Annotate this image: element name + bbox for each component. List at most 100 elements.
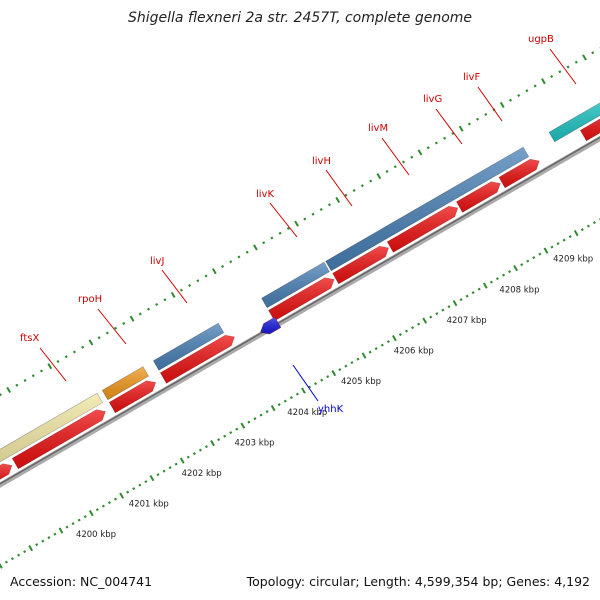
leader-line-livK: [269, 202, 298, 238]
gene-label-rpoH: rpoH: [78, 294, 102, 305]
outer-tick: [72, 350, 76, 354]
gene-bar-ftsX-shade: [0, 393, 103, 462]
scale-tick: [0, 562, 3, 569]
gene-label-ftsX: ftsX: [20, 333, 39, 344]
scale-tick: [526, 259, 530, 263]
scale-tick: [356, 357, 360, 361]
scale-tick: [253, 417, 257, 421]
scale-tick: [374, 347, 378, 351]
gene-bar-ugpB-shade: [549, 102, 600, 142]
outer-tick: [352, 188, 356, 192]
outer-tick: [558, 70, 562, 74]
outer-tick: [15, 383, 19, 387]
scale-tick: [435, 312, 439, 316]
gene-label-livK: livK: [256, 189, 274, 200]
backbone-line: [0, 135, 600, 488]
scale-tick: [119, 492, 124, 499]
scale-tick: [392, 335, 397, 342]
outer-tick: [508, 98, 512, 102]
cds-arrow-livJ-shade: [160, 335, 235, 384]
outer-tick: [122, 321, 126, 325]
scale-tick: [543, 247, 549, 254]
outer-tick: [410, 155, 414, 159]
scale-tick: [235, 427, 239, 431]
scale-tick: [132, 487, 136, 491]
scale-tick: [259, 413, 263, 417]
scale-tick: [35, 543, 39, 547]
outer-tick: [566, 65, 570, 69]
outer-tick: [311, 212, 315, 216]
label-layer: ftsX rpoH livJ livK livH livM livG livF ugpB yhhK: [20, 34, 577, 415]
scale-tick: [149, 475, 155, 482]
map-title: Shigella flexneri 2a str. 2457T, complet…: [127, 10, 473, 26]
cds-arrow-ftsX-shade: [0, 463, 12, 480]
tick-layer: 4200 kbp 4201 kbp 4202 kbp 4203 kbp 4204 kbp…: [0, 47, 600, 569]
scale-tick: [101, 504, 105, 508]
scale-tick-label: 4204 kbp: [287, 408, 327, 418]
leader-line-livM: [381, 137, 410, 176]
outer-tick: [443, 136, 447, 140]
scale-tick: [95, 508, 99, 512]
scale-tick: [277, 403, 281, 407]
backbone-layer: [0, 135, 600, 488]
scale-tick: [10, 557, 14, 561]
scale-tick: [482, 282, 488, 289]
scale-tick: [452, 300, 458, 307]
scale-tick: [162, 469, 166, 473]
scale-tick: [556, 242, 560, 246]
leader-line-livJ: [161, 269, 188, 304]
outer-tick: [163, 298, 167, 302]
leader-line-ugpB: [549, 48, 577, 85]
scale-tick: [174, 462, 178, 466]
gene-label-livF: livF: [463, 72, 480, 83]
gene-label-livJ: livJ: [150, 256, 164, 267]
cds-arrow-ugpB-shade: [580, 118, 600, 141]
scale-tick-label: 4205 kbp: [341, 377, 381, 387]
scale-tick: [223, 434, 227, 438]
scale-tick: [508, 270, 512, 274]
scale-tick: [138, 483, 142, 487]
scale-tick: [295, 392, 299, 396]
gene-layer: [0, 102, 600, 480]
outer-tick: [499, 101, 505, 109]
outer-tick: [402, 160, 406, 164]
outer-tick: [574, 60, 578, 64]
outer-tick: [23, 378, 27, 382]
scale-tick: [53, 532, 57, 536]
outer-tick: [196, 279, 200, 283]
outer-tick: [262, 241, 266, 245]
outer-tick: [550, 74, 554, 78]
scale-tick: [471, 291, 475, 295]
scale-tick: [314, 382, 318, 386]
outer-tick: [170, 291, 176, 299]
outer-tick: [451, 131, 455, 135]
outer-tick: [376, 173, 382, 180]
outer-tick: [229, 260, 233, 264]
scale-tick: [368, 350, 372, 354]
scale-tick: [326, 375, 330, 379]
leader-line-ftsX: [39, 347, 67, 382]
scale-tick: [592, 221, 596, 225]
gene-label-ugpB: ugpB: [528, 34, 554, 45]
scale-tick-label: 4203 kbp: [234, 439, 274, 449]
scale-tick: [417, 322, 421, 326]
outer-tick: [40, 369, 44, 373]
scale-tick-label: 4200 kbp: [76, 530, 116, 540]
scale-tick: [465, 294, 469, 298]
scale-tick: [361, 352, 367, 359]
scale-tick: [144, 480, 148, 484]
cds-arrow-livF-shade: [499, 159, 540, 188]
scale-tick: [265, 410, 269, 414]
cds-arrow-livM-shade: [387, 206, 458, 253]
scale-tick: [126, 490, 130, 494]
scale-tick: [289, 396, 293, 400]
outer-tick: [0, 393, 2, 397]
outer-tick: [517, 93, 521, 97]
scale-tick: [77, 518, 81, 522]
scale-tick: [65, 525, 69, 529]
outer-tick: [434, 141, 438, 145]
outer-tick: [155, 302, 159, 306]
leader-line-yhhK: [292, 364, 319, 402]
scale-tick: [447, 305, 451, 309]
scale-tick: [489, 280, 493, 284]
